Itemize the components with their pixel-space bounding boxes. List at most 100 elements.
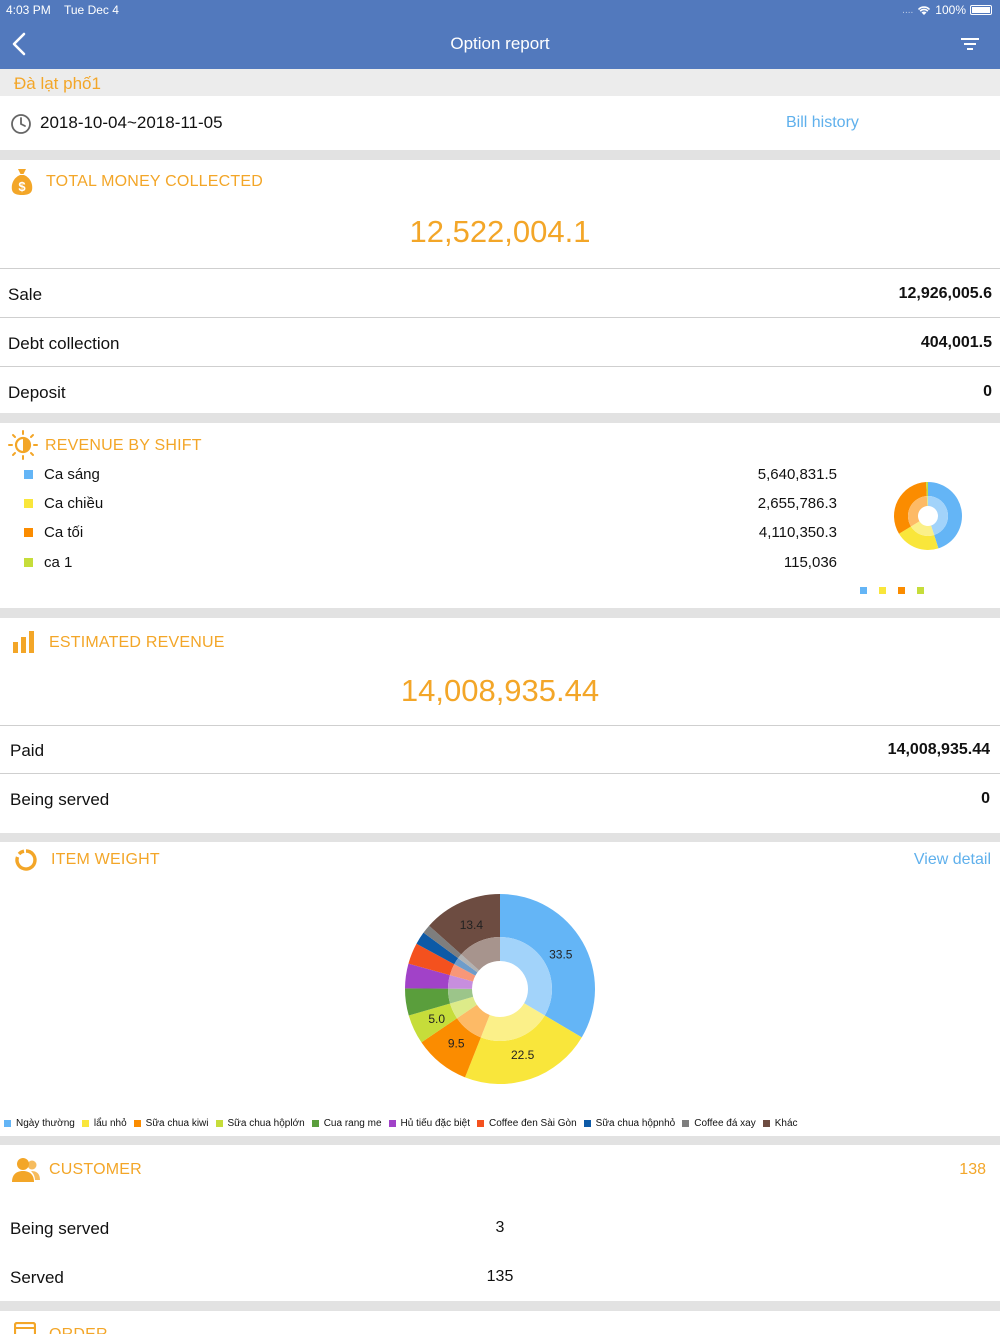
legend-item: Coffee đá xay (682, 1118, 756, 1129)
shift-item: Ca chiều (24, 495, 103, 512)
shift-item: Ca tối (24, 524, 83, 541)
pie-slice-inner (480, 1003, 545, 1041)
shift-legend-swatch (879, 587, 886, 594)
being-served-value: 0 (981, 790, 990, 807)
pie-slice (423, 925, 462, 959)
customer-served-label: Served (10, 1268, 64, 1287)
legend-label: Sữa chua hộplớn (227, 1118, 305, 1129)
pie-slice (928, 482, 962, 549)
customer-count: 138 (959, 1161, 986, 1178)
legend-swatch (762, 1120, 770, 1127)
pie-slice (429, 894, 500, 955)
battery-percent: 100% (935, 3, 966, 17)
sale-label: Sale (8, 285, 43, 304)
pie-slice-inner (458, 954, 480, 973)
legend-label: Hủ tiếu đặc biệt (400, 1118, 471, 1129)
pie-slice-inner (449, 964, 476, 982)
total-money-amount: 12,522,004.1 (409, 214, 591, 249)
customer-being-served-label: Being served (10, 1219, 110, 1238)
order-icon (14, 1322, 36, 1334)
date-row: 2018-10-04~2018-11-05 Bill history (0, 96, 1000, 150)
section-divider (0, 608, 1000, 618)
customer-being-served-value: 3 (495, 1219, 505, 1236)
pie-data-label: 9.5 (448, 1037, 465, 1051)
wifi-icon (918, 5, 931, 15)
legend-label: Coffee đá xay (694, 1118, 756, 1129)
legend-swatch (215, 1120, 223, 1127)
chevron-left-icon[interactable] (8, 31, 32, 57)
divider (0, 317, 1000, 318)
pie-slice-inner (448, 975, 474, 989)
page-title: Option report (450, 34, 550, 53)
legend-swatch (24, 470, 33, 479)
shift-label: Ca tối (44, 524, 84, 541)
legend-swatch (24, 528, 33, 537)
legend-label: Coffee đen Sài Gòn (489, 1118, 577, 1129)
deposit-value: 0 (983, 383, 992, 400)
legend-label: Ngày thường (16, 1118, 75, 1129)
pie-slice-inner (448, 988, 474, 1004)
shift-value: 4,110,350.3 (758, 524, 837, 541)
estimated-revenue-amount: 14,008,935.44 (400, 673, 600, 708)
status-right: .... 100% (902, 3, 992, 17)
divider (0, 366, 1000, 367)
item-weight-donut-chart: 33.5 22.5 9.55.0 13.4 (405, 894, 595, 1084)
being-served-label: Being served (10, 790, 110, 809)
pie-slice-inner (450, 996, 477, 1019)
bill-history-link[interactable]: Bill history (786, 114, 859, 131)
view-detail-link[interactable]: View detail (913, 851, 991, 868)
pie-data-label: 22.5 (511, 1048, 535, 1062)
legend-item: Hủ tiếu đặc biệt (388, 1118, 471, 1129)
shift-legend-swatch (898, 587, 905, 594)
section-divider (0, 833, 1000, 842)
pie-slice (421, 1018, 481, 1078)
pie-slice (405, 963, 450, 989)
pie-slice (926, 482, 928, 497)
shift-chart-legend (860, 587, 924, 594)
pie-slice-inner (456, 1004, 490, 1038)
sun-moon-icon (8, 430, 38, 460)
paid-label: Paid (10, 741, 45, 760)
filter-icon[interactable] (960, 35, 980, 53)
legend-swatch (24, 558, 33, 567)
legend-swatch (583, 1120, 591, 1127)
date-range[interactable]: 2018-10-04~2018-11-05 (40, 113, 223, 132)
status-bar: 4:03 PM Tue Dec 4 .... 100% (0, 0, 1000, 20)
item-weight-legend: Ngày thường lẩu nhỏ Sữa chua kiwi Sữa chua … (4, 1118, 1000, 1129)
pie-data-label: 33.5 (549, 947, 573, 961)
shift-label: Ca chiều (44, 495, 104, 512)
pie-slice (465, 1015, 582, 1084)
battery-icon (970, 5, 992, 15)
shift-legend-swatch (917, 587, 924, 594)
svg-text:$: $ (18, 179, 26, 194)
debt-collection-value: 404,001.5 (920, 334, 992, 351)
section-divider (0, 150, 1000, 160)
legend-swatch (388, 1120, 396, 1127)
legend-item: Coffee đen Sài Gòn (477, 1118, 577, 1129)
pie-slice-inner (928, 496, 948, 536)
section-divider (0, 1301, 1000, 1311)
shift-value: 2,655,786.3 (757, 495, 837, 512)
pie-slice-inner (500, 937, 552, 1016)
pie-slice-inner (461, 937, 500, 971)
customer-icon (12, 1158, 40, 1182)
legend-swatch (24, 499, 33, 508)
shift-donut-chart (894, 482, 962, 550)
ring-chart-icon (15, 849, 37, 871)
legend-swatch (477, 1120, 485, 1127)
pie-slice (894, 482, 927, 534)
deposit-label: Deposit (8, 383, 66, 402)
shift-item: ca 1 (24, 554, 72, 571)
divider (0, 268, 1000, 269)
signal-indicator: .... (902, 4, 914, 16)
revenue-by-shift-title: REVENUE BY SHIFT (45, 437, 202, 454)
section-divider (0, 413, 1000, 423)
pie-slice (405, 988, 451, 1016)
bar-chart-icon (13, 631, 34, 653)
money-bag-icon: $ (11, 169, 33, 195)
pie-data-label: 5.0 (428, 1012, 445, 1026)
legend-label: Khác (774, 1118, 798, 1129)
legend-item: Sữa chua hộpnhỏ (583, 1118, 675, 1129)
legend-swatch (682, 1120, 690, 1127)
legend-swatch (81, 1120, 89, 1127)
